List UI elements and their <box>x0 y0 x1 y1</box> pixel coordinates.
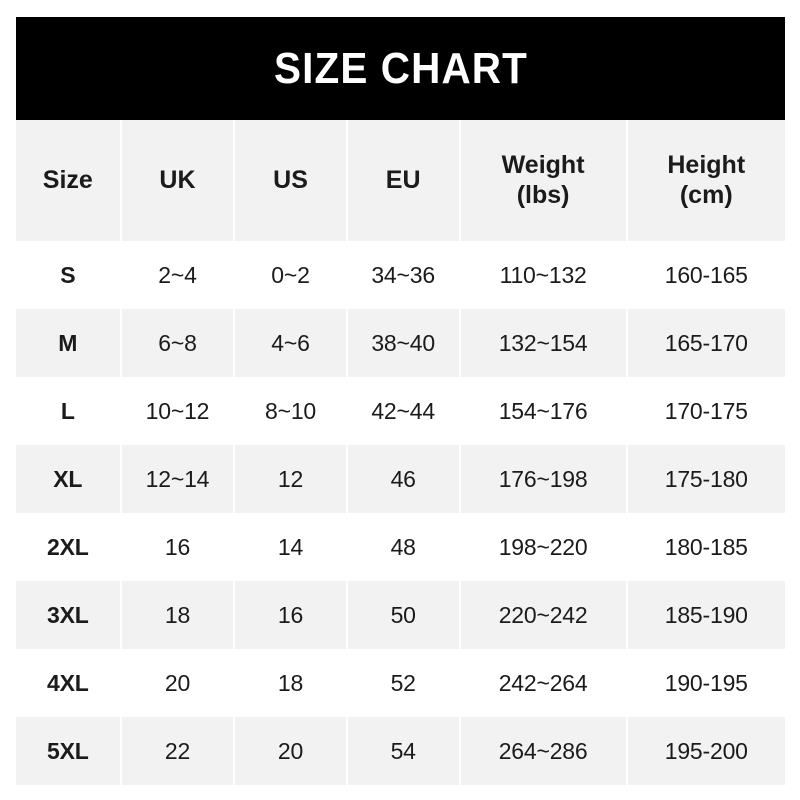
table-row: XL 12~14 12 46 176~198 175-180 <box>16 445 785 513</box>
cell-weight: 110~132 <box>459 241 628 309</box>
table-row: 3XL 18 16 50 220~242 185-190 <box>16 581 785 649</box>
table-row: L 10~12 8~10 42~44 154~176 170-175 <box>16 377 785 445</box>
column-header-us: US <box>234 120 348 241</box>
cell-size: M <box>16 309 122 377</box>
cell-size: 2XL <box>16 513 122 581</box>
cell-height: 195-200 <box>626 717 785 785</box>
cell-us: 4~6 <box>234 309 348 377</box>
cell-size: XL <box>16 445 122 513</box>
cell-weight: 264~286 <box>459 717 628 785</box>
cell-height: 165-170 <box>626 309 785 377</box>
column-header-height-line1: Height <box>667 151 746 179</box>
cell-eu: 46 <box>346 445 461 513</box>
cell-uk: 10~12 <box>120 377 236 445</box>
cell-uk: 16 <box>120 513 236 581</box>
cell-uk: 6~8 <box>120 309 236 377</box>
column-header-eu: EU <box>346 120 461 241</box>
table-row: S 2~4 0~2 34~36 110~132 160-165 <box>16 241 785 309</box>
cell-height: 190-195 <box>626 649 785 717</box>
cell-eu: 42~44 <box>346 377 461 445</box>
column-header-us-line1: US <box>273 165 308 194</box>
cell-height: 185-190 <box>626 581 785 649</box>
cell-us: 12 <box>234 445 348 513</box>
column-header-weight-line1: Weight <box>501 151 585 179</box>
page-title: SIZE CHART <box>273 43 528 93</box>
cell-eu: 34~36 <box>346 241 461 309</box>
cell-eu: 54 <box>346 717 461 785</box>
cell-uk: 18 <box>120 581 236 649</box>
cell-weight: 242~264 <box>459 649 628 717</box>
cell-size: 3XL <box>16 581 122 649</box>
column-header-height: Height (cm) <box>626 120 785 241</box>
table-row: M 6~8 4~6 38~40 132~154 165-170 <box>16 309 785 377</box>
cell-us: 8~10 <box>234 377 348 445</box>
cell-height: 175-180 <box>626 445 785 513</box>
cell-weight: 132~154 <box>459 309 628 377</box>
table-row: 5XL 22 20 54 264~286 195-200 <box>16 717 785 785</box>
title-banner: SIZE CHART <box>16 17 785 120</box>
cell-eu: 48 <box>346 513 461 581</box>
cell-weight: 198~220 <box>459 513 628 581</box>
cell-us: 20 <box>234 717 348 785</box>
cell-eu: 52 <box>346 649 461 717</box>
column-header-weight-line2: (lbs) <box>516 180 570 209</box>
cell-uk: 2~4 <box>120 241 236 309</box>
cell-size: 5XL <box>16 717 122 785</box>
cell-uk: 12~14 <box>120 445 236 513</box>
cell-us: 18 <box>234 649 348 717</box>
column-header-uk: UK <box>120 120 236 241</box>
column-header-size-line1: Size <box>42 165 93 194</box>
cell-size: S <box>16 241 122 309</box>
cell-height: 180-185 <box>626 513 785 581</box>
column-header-height-line2: (cm) <box>679 180 733 209</box>
cell-weight: 220~242 <box>459 581 628 649</box>
cell-uk: 20 <box>120 649 236 717</box>
cell-eu: 38~40 <box>346 309 461 377</box>
cell-uk: 22 <box>120 717 236 785</box>
column-header-size: Size <box>16 120 122 241</box>
cell-us: 16 <box>234 581 348 649</box>
cell-height: 160-165 <box>626 241 785 309</box>
size-chart-table: Size UK US EU Weight (lbs) Height (cm) <box>16 120 785 785</box>
column-header-weight: Weight (lbs) <box>459 120 628 241</box>
column-header-eu-line1: EU <box>385 165 421 194</box>
table-header: Size UK US EU Weight (lbs) Height (cm) <box>16 120 785 241</box>
cell-us: 0~2 <box>234 241 348 309</box>
cell-eu: 50 <box>346 581 461 649</box>
cell-height: 170-175 <box>626 377 785 445</box>
cell-size: 4XL <box>16 649 122 717</box>
table-row: 4XL 20 18 52 242~264 190-195 <box>16 649 785 717</box>
cell-size: L <box>16 377 122 445</box>
cell-weight: 176~198 <box>459 445 628 513</box>
table-row: 2XL 16 14 48 198~220 180-185 <box>16 513 785 581</box>
table-header-row: Size UK US EU Weight (lbs) Height (cm) <box>16 120 785 241</box>
cell-weight: 154~176 <box>459 377 628 445</box>
column-header-uk-line1: UK <box>159 165 196 194</box>
cell-us: 14 <box>234 513 348 581</box>
table-body: S 2~4 0~2 34~36 110~132 160-165 M 6~8 4~6 38~40 13… <box>16 241 785 785</box>
